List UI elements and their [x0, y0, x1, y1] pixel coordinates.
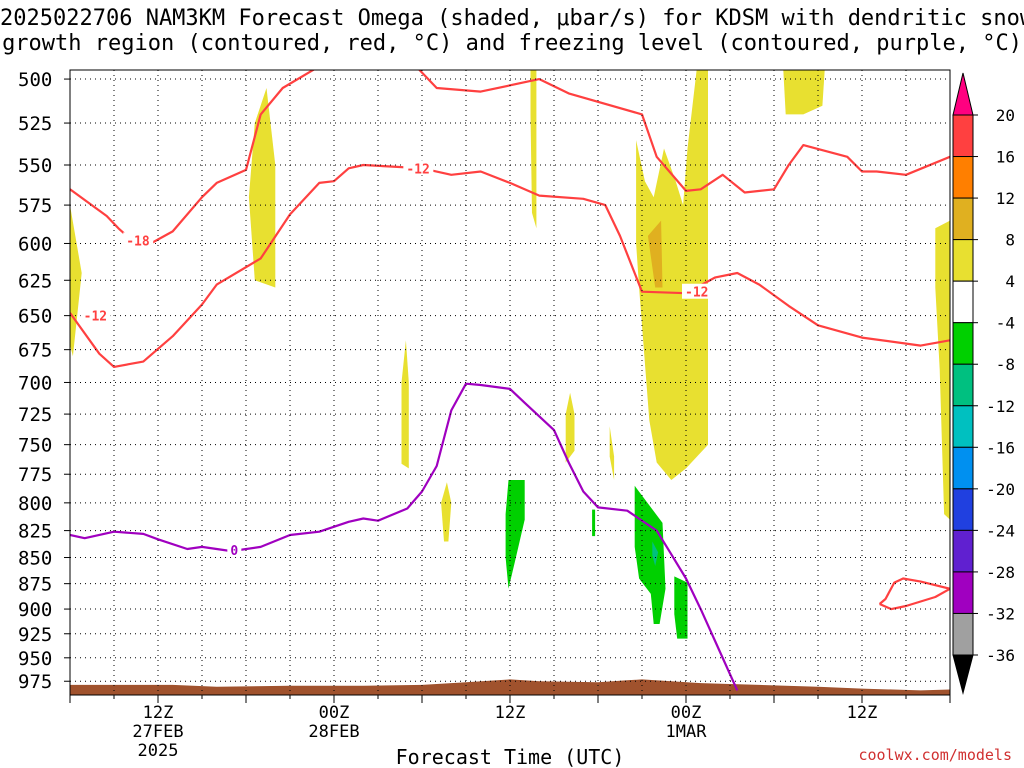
contour-label: -18	[126, 234, 150, 249]
x-axis-label: Forecast Time (UTC)	[396, 745, 625, 768]
y-tick-label: 600	[18, 233, 52, 255]
colorbar-label: -36	[986, 646, 1015, 665]
colorbar-band	[952, 529, 974, 573]
omega-region	[565, 392, 575, 463]
y-tick-label: 975	[18, 671, 52, 693]
contour-label: -12	[685, 286, 708, 301]
x-tick-label: 00Z	[319, 703, 350, 723]
colorbar-label: 16	[996, 148, 1015, 167]
colorbar-label: 12	[996, 189, 1015, 208]
colorbar-label: 8	[1005, 231, 1015, 250]
contour-line	[878, 577, 950, 611]
colorbar-band	[952, 612, 974, 656]
colorbar-band	[952, 322, 974, 365]
contour-label: 0	[230, 544, 238, 559]
contour-line	[70, 163, 950, 368]
y-tick-label: 925	[18, 624, 52, 646]
omega-region	[592, 509, 596, 537]
y-tick-label: 675	[18, 340, 52, 362]
colorbar-band	[952, 446, 974, 490]
colorbar-band	[952, 488, 974, 531]
chart-title-line-2: growth region (contoured, red, °C) and f…	[2, 31, 1022, 56]
contour-label-bg	[123, 232, 154, 248]
x-tick-label: 12Z	[143, 703, 174, 723]
colorbar-label: 20	[996, 106, 1015, 125]
colorbar-band	[952, 197, 974, 241]
omega-region	[505, 480, 525, 589]
colorbar-band	[952, 156, 974, 199]
x-tick-label: 12Z	[847, 703, 878, 723]
omega-region	[401, 340, 409, 469]
omega-region	[674, 576, 688, 639]
y-tick-label: 650	[18, 306, 52, 328]
y-tick-label: 575	[18, 195, 52, 217]
y-tick-label: 800	[18, 493, 52, 515]
contour-label-bg	[682, 283, 712, 299]
colorbar-label: 4	[1005, 272, 1015, 291]
colorbar-label: -32	[986, 604, 1015, 623]
y-tick-label: 950	[18, 648, 52, 670]
contour-label-bg	[403, 160, 434, 176]
omega-region	[636, 70, 708, 480]
colorbar-label: -20	[986, 480, 1015, 499]
colorbar-label: -16	[986, 438, 1015, 457]
y-tick-label: 900	[18, 599, 52, 621]
chart-title-line-1: 2025022706 NAM3KM Forecast Omega (shaded…	[0, 6, 1024, 31]
colorbar-label: -12	[986, 397, 1015, 416]
plot-area	[70, 70, 950, 695]
y-tick-label: 750	[18, 435, 52, 457]
y-tick-label: 725	[18, 404, 52, 426]
colorbar-bottom-arrow	[952, 654, 974, 695]
x-tick-label: 27FEB	[132, 722, 183, 742]
contour-label-bg	[227, 542, 242, 558]
x-tick-label: 00Z	[671, 703, 702, 723]
omega-region	[441, 482, 452, 542]
x-tick-label: 28FEB	[308, 722, 359, 742]
colorbar-label: -4	[996, 314, 1015, 333]
credit-text: coolwx.com/models	[858, 746, 1012, 764]
omega-region	[634, 485, 666, 624]
terrain-fill	[70, 679, 950, 695]
contour-label: -12	[84, 310, 107, 325]
colorbar-label: -8	[996, 355, 1015, 374]
colorbar-band	[952, 405, 974, 448]
contour-line	[70, 382, 739, 691]
omega-region	[783, 70, 825, 115]
y-tick-label: 775	[18, 464, 52, 486]
y-tick-label: 525	[18, 113, 52, 135]
omega-region	[530, 70, 537, 229]
y-tick-label: 875	[18, 574, 52, 596]
colorbar-band	[952, 114, 974, 158]
y-tick-label: 700	[18, 372, 52, 394]
contour-label: -12	[406, 162, 429, 177]
contour-label-bg	[80, 307, 111, 323]
colorbar-label: -28	[986, 563, 1015, 582]
colorbar-band	[952, 363, 974, 407]
colorbar-band	[952, 239, 974, 282]
x-tick-label: 2025	[138, 741, 179, 761]
y-tick-label: 550	[18, 155, 52, 177]
x-tick-label: 12Z	[495, 703, 526, 723]
colorbar-band	[952, 571, 974, 614]
omega-region	[935, 220, 950, 520]
y-tick-label: 500	[18, 69, 52, 91]
x-tick-label: 1MAR	[666, 722, 708, 742]
colorbar-band	[952, 280, 974, 324]
y-tick-label: 825	[18, 521, 52, 543]
omega-region	[652, 541, 659, 566]
y-tick-label: 850	[18, 548, 52, 570]
omega-region	[609, 426, 615, 480]
omega-region	[647, 220, 663, 288]
colorbar-top-arrow	[952, 72, 974, 116]
contour-line	[70, 70, 950, 245]
colorbar-label: -24	[986, 521, 1015, 540]
y-tick-label: 625	[18, 270, 52, 292]
